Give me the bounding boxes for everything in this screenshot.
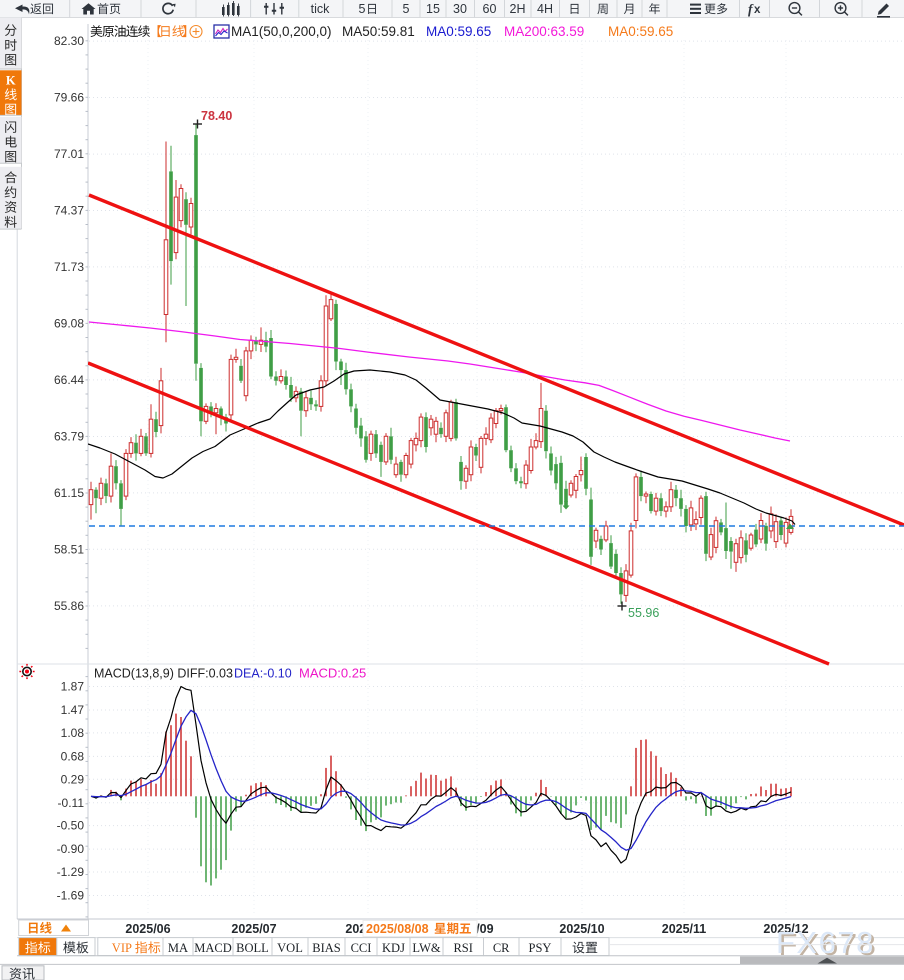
svg-text:K: K bbox=[6, 74, 16, 88]
svg-text:79.66: 79.66 bbox=[54, 91, 84, 105]
svg-text:CR: CR bbox=[493, 941, 510, 955]
svg-text:1.87: 1.87 bbox=[61, 680, 85, 694]
svg-text:2025/08/08: 2025/08/08 bbox=[366, 922, 429, 936]
svg-text:-0.50: -0.50 bbox=[57, 819, 85, 833]
svg-text:15: 15 bbox=[426, 2, 440, 16]
svg-text:2025/12: 2025/12 bbox=[763, 922, 808, 936]
svg-text:1.47: 1.47 bbox=[61, 703, 85, 717]
svg-text:FX678: FX678 bbox=[776, 925, 875, 960]
svg-text:0.68: 0.68 bbox=[61, 749, 85, 763]
svg-text:2025/06: 2025/06 bbox=[125, 922, 170, 936]
svg-text:-0.90: -0.90 bbox=[57, 842, 85, 856]
svg-text:82.30: 82.30 bbox=[54, 34, 84, 48]
svg-text:MA0:59.65: MA0:59.65 bbox=[426, 24, 491, 39]
svg-text:MA0:59.65: MA0:59.65 bbox=[608, 24, 673, 39]
svg-text:69.08: 69.08 bbox=[54, 317, 84, 331]
svg-text:f: f bbox=[748, 2, 754, 17]
svg-text:BOLL: BOLL bbox=[236, 941, 269, 955]
svg-text:-1.69: -1.69 bbox=[57, 889, 85, 903]
svg-text:78.40: 78.40 bbox=[201, 109, 232, 123]
svg-text:VOL: VOL bbox=[277, 941, 303, 955]
svg-text:x: x bbox=[754, 4, 761, 16]
svg-text:MA200:63.59: MA200:63.59 bbox=[504, 24, 584, 39]
svg-text:KDJ: KDJ bbox=[382, 941, 405, 955]
svg-text:MA: MA bbox=[168, 941, 188, 955]
svg-text:2025/11: 2025/11 bbox=[662, 922, 707, 936]
svg-text:RSI: RSI bbox=[453, 941, 472, 955]
svg-text:MACD:0.25: MACD:0.25 bbox=[299, 666, 366, 681]
svg-text:5: 5 bbox=[403, 2, 410, 16]
svg-text:2H: 2H bbox=[510, 2, 526, 16]
svg-text:66.44: 66.44 bbox=[54, 373, 84, 387]
svg-text:-0.11: -0.11 bbox=[58, 796, 85, 810]
svg-text:-1.29: -1.29 bbox=[57, 865, 85, 879]
svg-text:71.73: 71.73 bbox=[54, 260, 84, 274]
svg-text:5: 5 bbox=[359, 2, 366, 16]
svg-text:77.01: 77.01 bbox=[54, 147, 84, 161]
svg-text:58.51: 58.51 bbox=[54, 542, 84, 556]
svg-text:CCI: CCI bbox=[351, 941, 372, 955]
svg-text:30: 30 bbox=[453, 2, 467, 16]
svg-text:74.37: 74.37 bbox=[54, 204, 84, 218]
svg-text:BIAS: BIAS bbox=[312, 941, 341, 955]
svg-text:4H: 4H bbox=[537, 2, 553, 16]
svg-text:60: 60 bbox=[483, 2, 497, 16]
svg-text:1.08: 1.08 bbox=[61, 726, 85, 740]
svg-text:2025/07: 2025/07 bbox=[231, 922, 276, 936]
svg-text:MA50:59.81: MA50:59.81 bbox=[342, 24, 415, 39]
svg-text:MACD: MACD bbox=[194, 941, 232, 955]
svg-text:PSY: PSY bbox=[529, 941, 552, 955]
svg-text:MACD(13,8,9) DIFF:0.03: MACD(13,8,9) DIFF:0.03 bbox=[94, 667, 233, 681]
svg-text:0.29: 0.29 bbox=[61, 772, 85, 786]
svg-text:VIP: VIP bbox=[112, 941, 132, 955]
svg-text:DEA:-0.10: DEA:-0.10 bbox=[234, 667, 292, 681]
svg-text:MA1(50,0,200,0): MA1(50,0,200,0) bbox=[231, 24, 332, 39]
svg-text:63.79: 63.79 bbox=[54, 430, 84, 444]
svg-text:61.15: 61.15 bbox=[54, 486, 84, 500]
svg-text:55.86: 55.86 bbox=[54, 599, 84, 613]
svg-text:LW&: LW& bbox=[412, 941, 441, 955]
svg-text:tick: tick bbox=[311, 2, 331, 16]
svg-text:2025/10: 2025/10 bbox=[559, 922, 604, 936]
svg-text:55.96: 55.96 bbox=[628, 606, 659, 620]
